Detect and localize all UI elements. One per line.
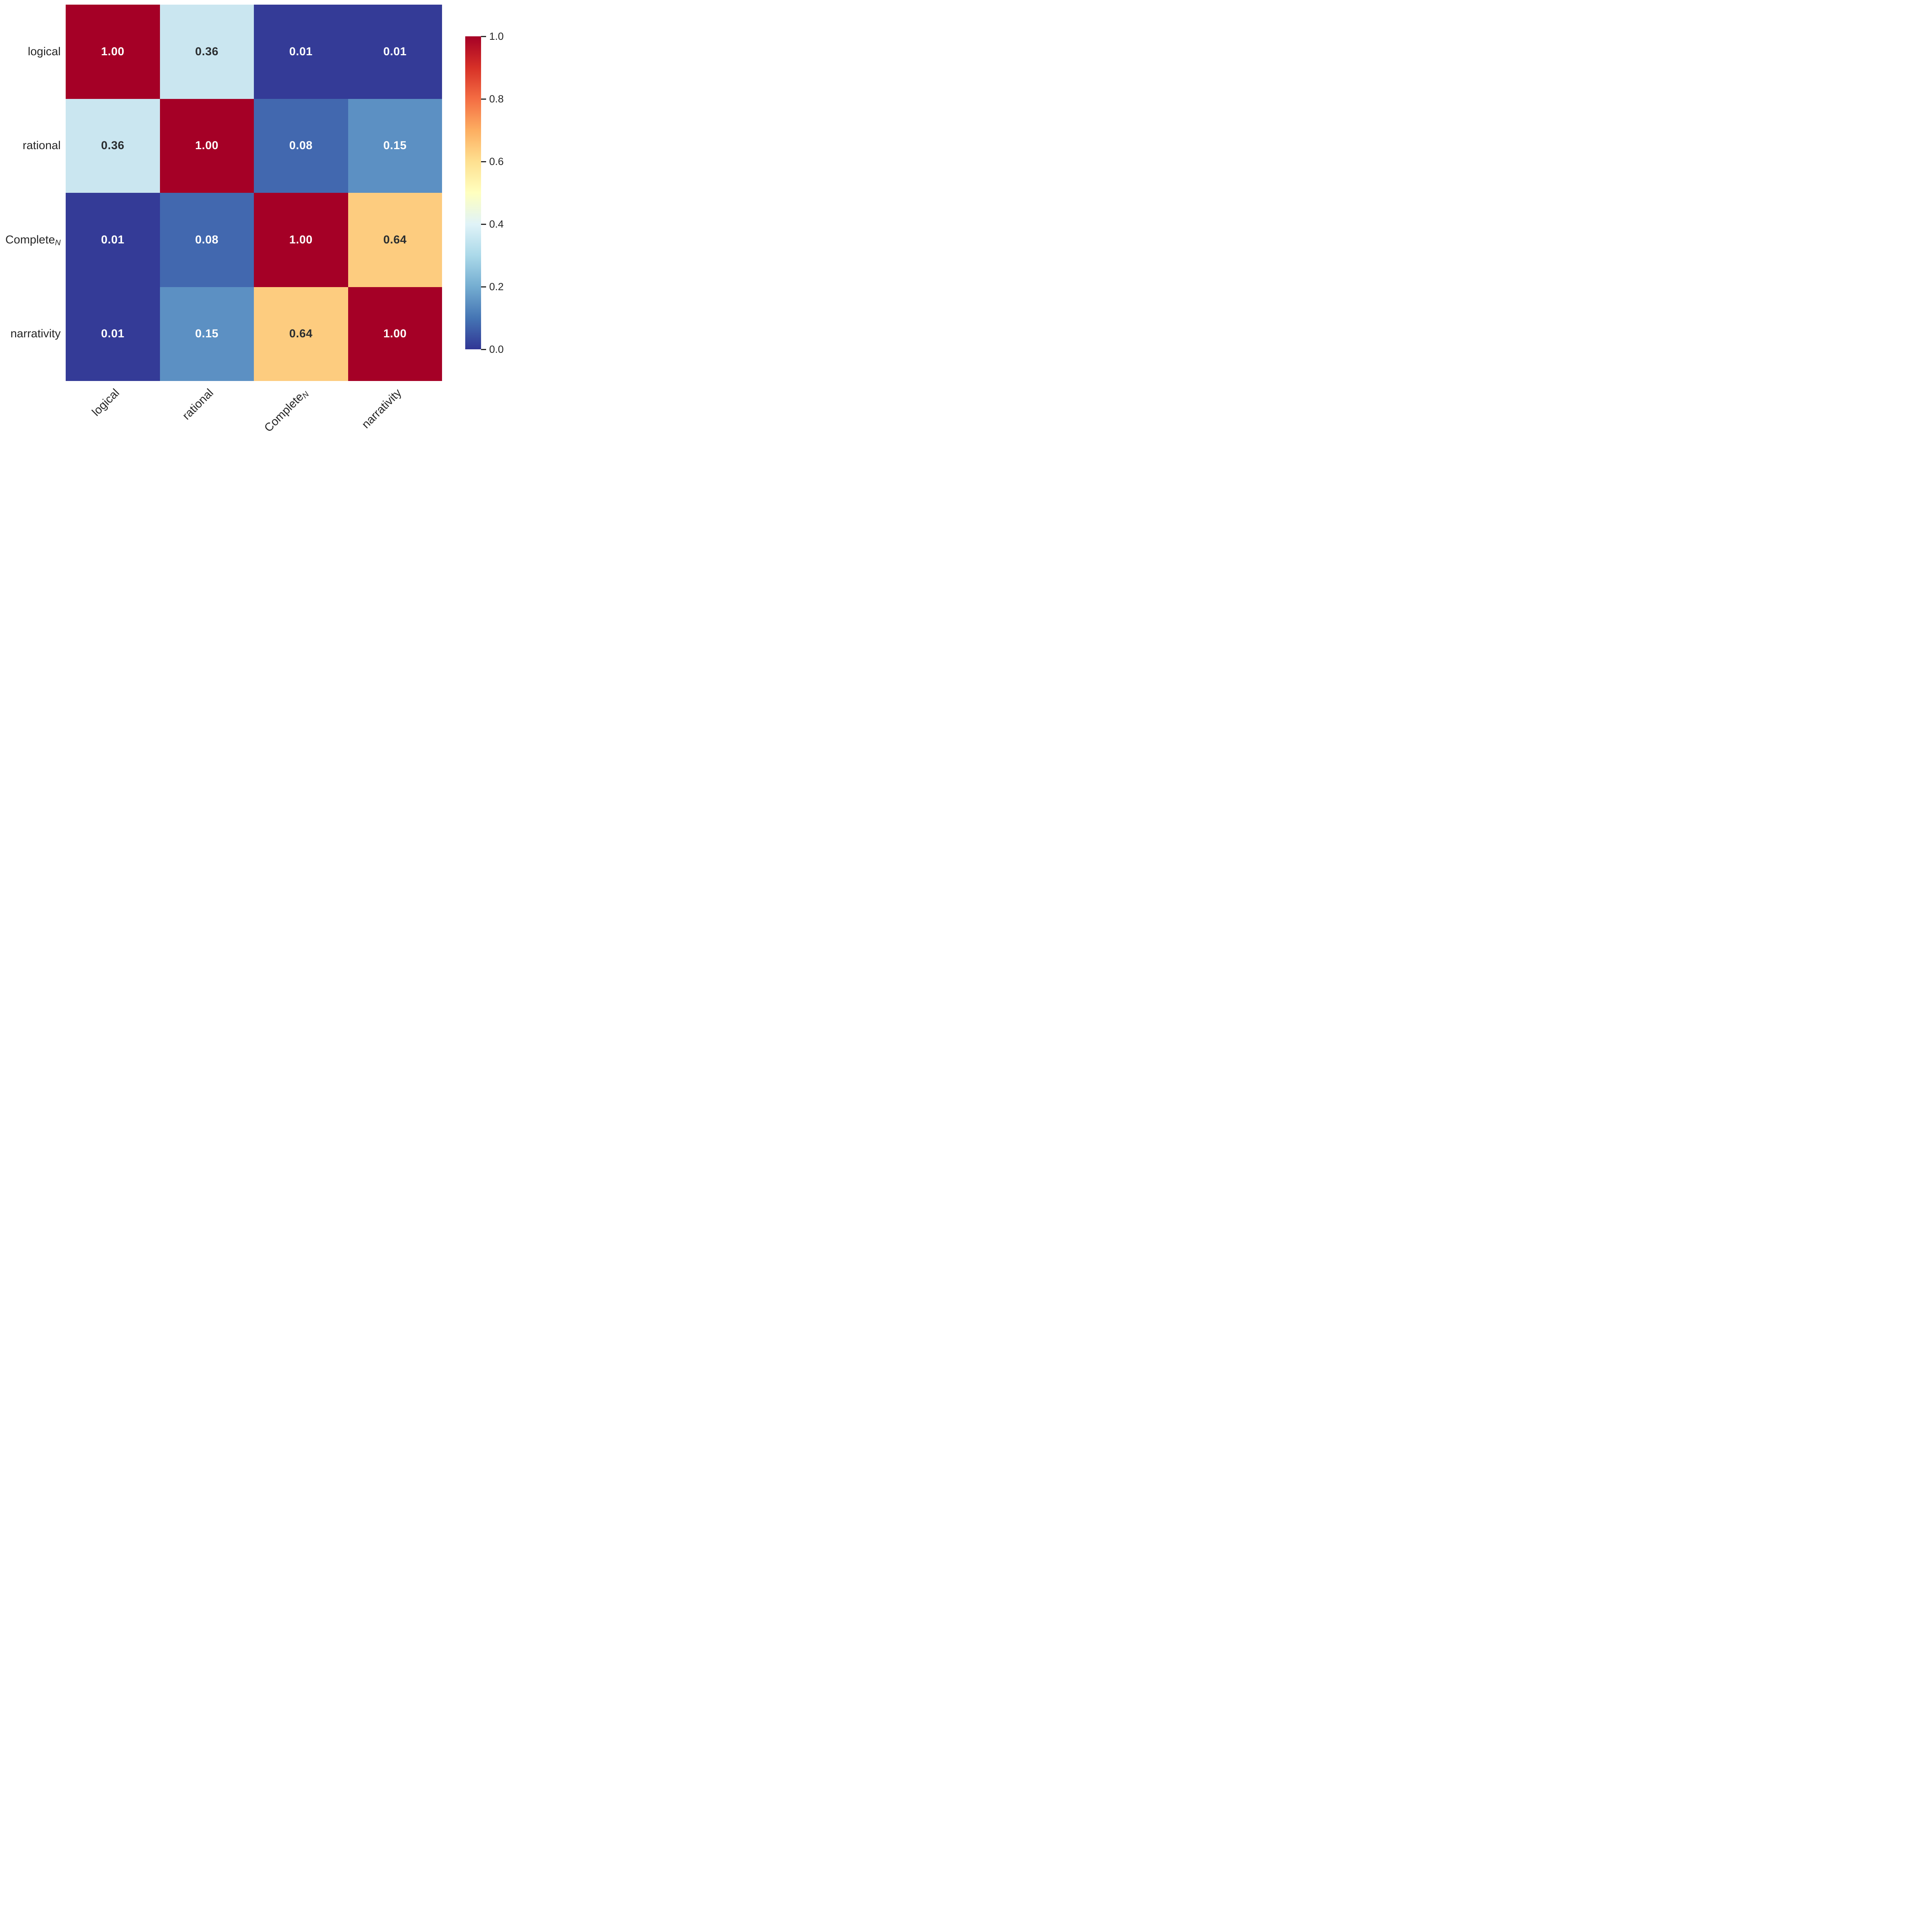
y-axis-label-1-text: rational [22,139,61,152]
x-axis-label-0-text: logical [89,386,122,419]
colorbar-tick-label-3: 0.4 [489,218,504,230]
y-axis-label-3: narrativity [0,326,61,342]
heatmap-cell-r3c0: 0.01 [66,287,160,381]
colorbar-tick [481,161,486,162]
heatmap-grid: 1.00 0.36 0.01 0.01 0.36 1.00 0.08 0.15 0.01 0.08… [66,5,442,381]
colorbar-tick-label-2: 0.6 [489,156,504,167]
heatmap-cell-r0c3: 0.01 [348,5,442,99]
cell-value: 0.64 [383,233,407,246]
y-axis-label-0-text: logical [27,45,61,58]
colorbar-tick-label-0: 1.0 [489,31,504,42]
cell-value: 0.36 [101,139,124,152]
cell-value: 0.01 [101,233,124,246]
cell-value: 1.00 [289,233,313,246]
y-axis-label-2-text: Complete [5,233,55,246]
x-axis-label-2: CompleteN [262,386,311,435]
colorbar-tick [481,36,486,37]
colorbar-tick [481,223,486,225]
heatmap-cell-r0c1: 0.36 [160,5,254,99]
y-axis-label-2-subscript: N [55,238,61,247]
heatmap-cell-r0c0: 1.00 [66,5,160,99]
x-axis-label-1-text: rational [180,386,216,422]
x-axis-label-0: logical [90,386,123,420]
colorbar-tick [481,286,486,287]
colorbar-gradient [465,36,481,349]
cell-value: 0.36 [195,45,219,58]
heatmap-cell-r2c1: 0.08 [160,193,254,287]
x-axis-label-1: rational [180,386,217,423]
colorbar-tick [481,349,486,350]
heatmap-cell-r2c0: 0.01 [66,193,160,287]
colorbar-tick-label-5: 0.0 [489,344,504,355]
cell-value: 0.01 [289,45,313,58]
colorbar-tick-label-4: 0.2 [489,281,504,293]
heatmap-cell-r3c3: 1.00 [348,287,442,381]
y-axis-label-1: rational [0,138,61,153]
cell-value: 1.00 [101,45,124,58]
cell-value: 1.00 [195,139,219,152]
heatmap-cell-r2c3: 0.64 [348,193,442,287]
heatmap-cell-r2c2: 1.00 [254,193,348,287]
colorbar-tick-label-1: 0.8 [489,93,504,105]
cell-value: 0.15 [383,139,407,152]
heatmap-cell-r0c2: 0.01 [254,5,348,99]
x-axis-label-3-text: narrativity [359,386,404,431]
y-axis-label-3-text: narrativity [10,327,61,340]
heatmap-cell-r1c2: 0.08 [254,99,348,193]
heatmap-cell-r1c1: 1.00 [160,99,254,193]
heatmap-cell-r1c0: 0.36 [66,99,160,193]
y-axis-label-0: logical [0,44,61,60]
correlation-heatmap-figure: 1.00 0.36 0.01 0.01 0.36 1.00 0.08 0.15 0.01 0.08… [0,0,507,438]
cell-value: 0.64 [289,327,313,340]
heatmap-cell-r3c1: 0.15 [160,287,254,381]
cell-value: 1.00 [383,327,407,340]
y-axis-label-2: CompleteN [0,232,61,248]
x-axis-label-3: narrativity [359,386,405,432]
cell-value: 0.01 [383,45,407,58]
colorbar-tick [481,98,486,100]
cell-value: 0.08 [195,233,219,246]
cell-value: 0.08 [289,139,313,152]
heatmap-cell-r3c2: 0.64 [254,287,348,381]
cell-value: 0.15 [195,327,219,340]
cell-value: 0.01 [101,327,124,340]
heatmap-cell-r1c3: 0.15 [348,99,442,193]
x-axis-label-2-text: Complete [262,390,306,435]
